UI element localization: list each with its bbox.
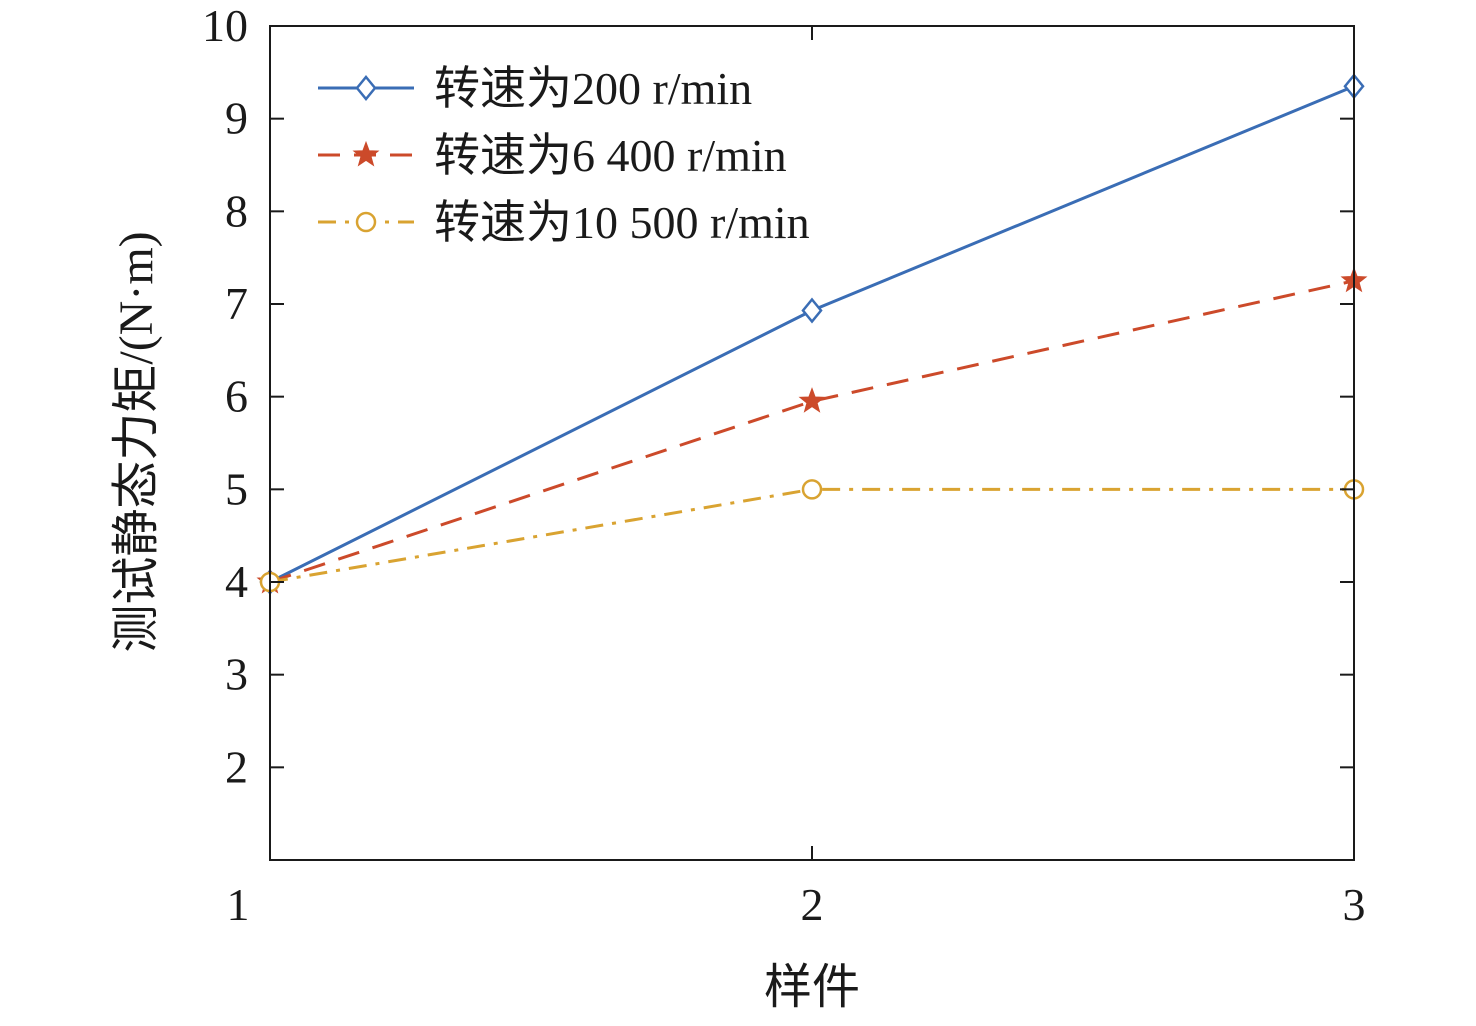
y-tick-label: 6 (225, 371, 248, 422)
legend-item-3: 转速为10 500 r/min (318, 197, 810, 248)
circle-marker (801, 479, 823, 500)
legend-item-1: 转速为200 r/min (318, 63, 752, 114)
x-tick-label: 3 (1343, 879, 1366, 930)
series-line (269, 279, 1355, 584)
y-tick-label: 2 (225, 741, 248, 792)
y-tick-label: 9 (225, 93, 248, 144)
y-tick-label: 3 (225, 649, 248, 700)
legend-label: 转速为10 500 r/min (434, 197, 810, 248)
diamond-marker (355, 75, 377, 101)
y-tick-label: 8 (225, 185, 248, 236)
y-axis-title: 测试静态力矩/(N·m) (110, 231, 163, 652)
legend-label: 转速为200 r/min (434, 63, 752, 114)
series-layer (256, 73, 1368, 595)
star-marker (798, 387, 826, 413)
star-marker (352, 140, 380, 167)
legend-label: 转速为6 400 r/min (434, 130, 787, 181)
x-tick-label: 2 (801, 879, 824, 930)
circle-marker (355, 211, 377, 233)
series-3 (259, 479, 1365, 593)
y-tick-label: 5 (225, 463, 248, 514)
diamond-marker (801, 297, 823, 324)
y-tick-label: 4 (225, 556, 248, 607)
x-tick-label: 1 (227, 879, 250, 930)
y-tick-label: 10 (202, 0, 248, 51)
axes-layer: 2 3 4 5 6 7 8 9 10 1 2 3 (202, 0, 1366, 930)
series-line (269, 84, 1355, 584)
x-axis-title: 样件 (764, 961, 860, 1014)
legend: 转速为200 r/min 转速为6 400 r/min 转速为10 500 r/mi… (318, 63, 810, 248)
plot-frame (269, 25, 1355, 861)
legend-item-2: 转速为6 400 r/min (318, 130, 787, 181)
series-line (269, 487, 1354, 584)
series-1 (259, 73, 1365, 595)
y-tick-label: 7 (225, 278, 248, 329)
